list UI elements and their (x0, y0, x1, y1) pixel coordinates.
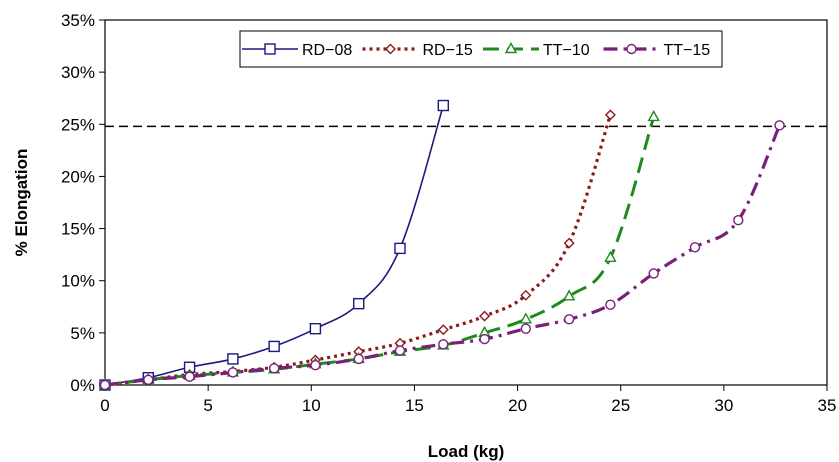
triangle-marker (604, 250, 617, 262)
x-tick-label: 15 (405, 396, 424, 415)
y-tick-label: 5% (70, 324, 95, 343)
series-layer (98, 99, 785, 391)
triangle-marker (504, 42, 518, 54)
y-tick-label: 35% (61, 11, 95, 30)
circle-marker (733, 215, 744, 226)
x-axis-title: Load (kg) (428, 442, 505, 461)
square-marker (437, 99, 450, 112)
series-0 (99, 99, 450, 391)
legend-item: RD−08 (242, 42, 352, 59)
legend-label: TT−15 (664, 42, 711, 59)
circle-marker (479, 333, 490, 345)
circle-marker (774, 120, 785, 131)
y-tick-label: 30% (61, 63, 95, 82)
circle-marker (184, 371, 195, 382)
circle-marker (394, 345, 406, 356)
legend: RD−08 RD−15 TT−10 TT−15 (239, 30, 723, 68)
y-axis-title: % Elongation (12, 149, 31, 257)
series-1 (99, 109, 616, 391)
triangle-marker (519, 312, 533, 324)
x-tick-label: 35 (818, 396, 837, 415)
circle-marker (626, 43, 637, 55)
square-marker (268, 340, 280, 353)
series-2 (98, 110, 660, 390)
diamond-marker (437, 324, 449, 336)
circle-marker (227, 367, 239, 378)
circle-marker (605, 299, 616, 310)
y-tick-label: 0% (70, 376, 95, 395)
square-marker (264, 43, 276, 55)
x-tick-label: 30 (714, 396, 733, 415)
circle-marker (143, 374, 154, 385)
x-tick-label: 20 (508, 396, 527, 415)
axis-ticks: 0 5 10 15 20 25 30 35 0% 5% 10% 15% 20% 25% 30% 35% (61, 11, 836, 415)
circle-marker (268, 363, 280, 374)
diamond-marker (563, 237, 575, 249)
circle-marker (689, 242, 701, 253)
square-marker (353, 297, 365, 310)
legend-item: TT−15 (603, 42, 711, 59)
circle-marker (563, 314, 575, 325)
series-line (104, 124, 782, 387)
diamond-marker (385, 43, 396, 55)
x-tick-label: 25 (611, 396, 630, 415)
x-tick-label: 10 (302, 396, 321, 415)
legend-label: RD−15 (423, 42, 473, 59)
triangle-marker (562, 289, 576, 301)
square-marker (309, 322, 322, 335)
circle-marker (99, 379, 111, 391)
x-tick-label: 0 (100, 396, 109, 415)
legend-label: RD−08 (302, 42, 352, 59)
plot-border (104, 19, 828, 386)
circle-marker (310, 359, 321, 371)
circle-marker (520, 323, 532, 334)
legend-item: RD−15 (362, 42, 473, 59)
y-tick-label: 25% (61, 115, 95, 134)
y-tick-label: 20% (61, 167, 95, 186)
triangle-marker (647, 110, 660, 122)
square-marker (227, 353, 239, 365)
series-3 (99, 120, 785, 391)
circle-marker (648, 268, 659, 279)
plot-area (104, 19, 828, 386)
x-tick-label: 5 (203, 396, 212, 415)
diamond-marker (479, 310, 491, 322)
legend-item: TT−10 (483, 42, 590, 59)
diamond-marker (520, 289, 532, 301)
series-line (104, 114, 612, 387)
y-tick-label: 10% (61, 272, 95, 291)
legend-label: TT−10 (543, 42, 590, 59)
circle-marker (353, 353, 364, 365)
y-tick-label: 15% (61, 220, 95, 239)
square-marker (394, 242, 406, 255)
diamond-marker (604, 109, 616, 121)
series-line (104, 116, 656, 387)
circle-marker (438, 339, 449, 350)
